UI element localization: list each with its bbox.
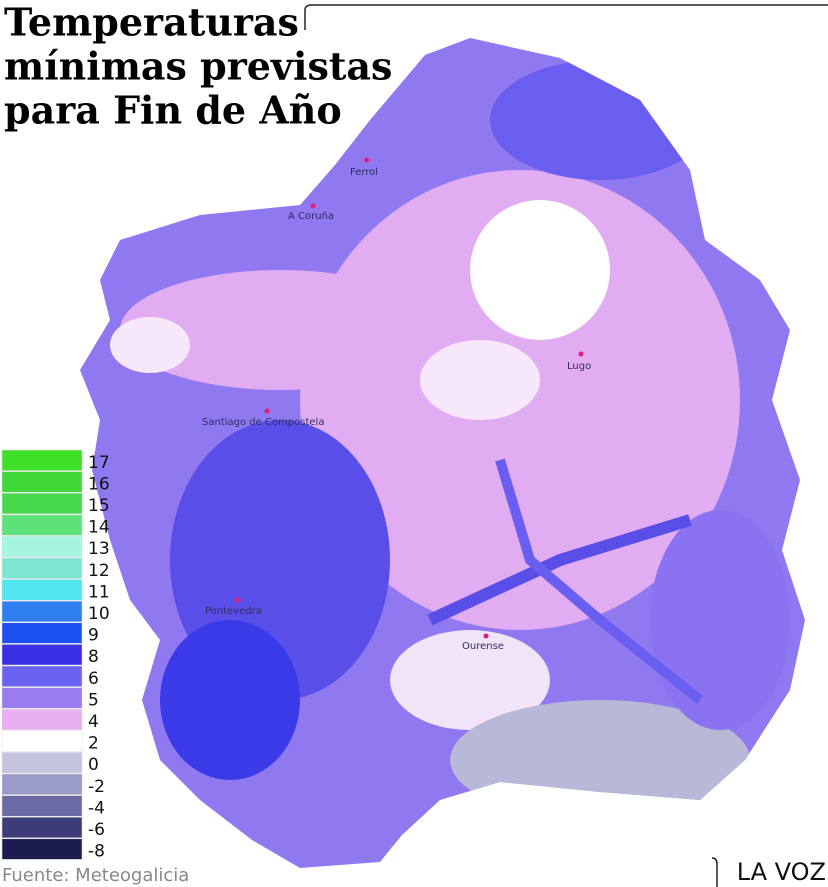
- legend-swatch: [1, 687, 83, 709]
- legend-swatch: [1, 708, 83, 731]
- legend-label: 13: [88, 539, 110, 559]
- city-label: Ferrol: [350, 167, 378, 178]
- legend-swatch: [1, 644, 83, 666]
- city-dot: [264, 408, 270, 414]
- legend-swatch: [1, 471, 83, 493]
- legend-label: 4: [88, 712, 99, 732]
- legend-swatch: [1, 579, 83, 601]
- legend-label: -6: [88, 820, 105, 840]
- city-label: Lugo: [567, 361, 591, 372]
- legend-swatch: [1, 752, 83, 774]
- legend-label: 12: [88, 561, 110, 581]
- legend-label: -8: [88, 842, 105, 862]
- city-label: Santiago de Compostela: [202, 417, 324, 428]
- city-label: Pontevedra: [205, 606, 262, 617]
- legend-swatch: [1, 795, 83, 817]
- city-dot: [578, 351, 584, 357]
- legend-label: 8: [88, 647, 99, 667]
- legend-swatch: [1, 838, 83, 860]
- city-label: Ourense: [462, 641, 504, 652]
- legend-label: 9: [88, 626, 99, 646]
- legend-label: 17: [88, 453, 110, 473]
- legend-swatch: [1, 492, 83, 515]
- brand: LA VOZ: [737, 858, 826, 886]
- legend-swatch: [1, 536, 83, 558]
- legend-swatch: [1, 730, 83, 752]
- title-rule: [304, 4, 828, 30]
- legend-label: 0: [88, 755, 99, 775]
- source: Fuente: Meteogalicia: [2, 865, 189, 886]
- legend-label: 6: [88, 669, 99, 689]
- legend-label: -4: [88, 798, 105, 818]
- legend-swatch: [1, 773, 83, 795]
- legend-label: 16: [88, 474, 110, 494]
- legend-swatch: [1, 622, 83, 644]
- legend-swatch: [1, 557, 83, 579]
- city-dot: [483, 633, 489, 639]
- legend-label: 14: [88, 518, 110, 538]
- legend-swatch: [1, 449, 83, 471]
- title-line: Temperaturas: [4, 0, 299, 45]
- city-label: A Coruña: [288, 211, 334, 222]
- legend-label: 2: [88, 734, 99, 754]
- legend-swatch: [1, 816, 83, 839]
- legend-label: 5: [88, 690, 99, 710]
- city-dot: [310, 203, 316, 209]
- city-dot: [235, 597, 241, 603]
- legend-label: 15: [88, 496, 110, 516]
- legend-label: 11: [88, 582, 110, 602]
- title-line: mínimas previstas: [4, 44, 392, 89]
- legend-swatch: [1, 600, 83, 623]
- legend-label: -2: [88, 777, 105, 797]
- brand-rule: [711, 857, 718, 887]
- legend-label: 10: [88, 604, 110, 624]
- legend-swatch: [1, 514, 83, 536]
- title-line: para Fin de Año: [4, 88, 342, 133]
- city-dot: [364, 157, 370, 163]
- legend-swatch: [1, 665, 83, 687]
